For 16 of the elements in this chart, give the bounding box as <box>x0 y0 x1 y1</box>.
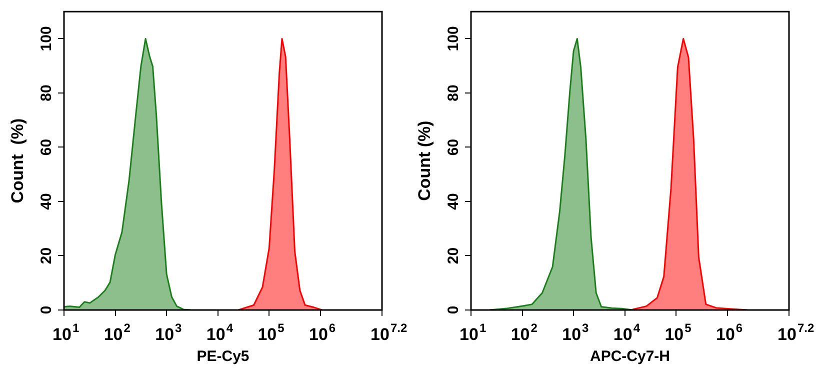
x-axis-title: APC-Cy7-H <box>590 348 670 366</box>
y-tick-label: 100 <box>445 26 462 52</box>
y-tick-label: 40 <box>38 193 56 210</box>
y-tick-label: 80 <box>445 84 462 102</box>
y-tick-label: 60 <box>445 138 462 156</box>
y-axis-title: Count (%) <box>8 118 27 204</box>
y-tick-label: 80 <box>38 84 56 102</box>
y-tick-label: 20 <box>38 247 56 264</box>
y-tick-label: 20 <box>445 247 462 264</box>
y-tick-label: 0 <box>445 306 462 314</box>
y-tick-label: 100 <box>38 26 56 52</box>
y-tick-label: 40 <box>445 193 462 210</box>
y-tick-label: 60 <box>38 138 56 156</box>
y-axis-title: Count (%) <box>414 120 434 201</box>
y-tick-label: 0 <box>38 306 56 314</box>
x-axis-title: PE-Cy5 <box>196 348 250 366</box>
